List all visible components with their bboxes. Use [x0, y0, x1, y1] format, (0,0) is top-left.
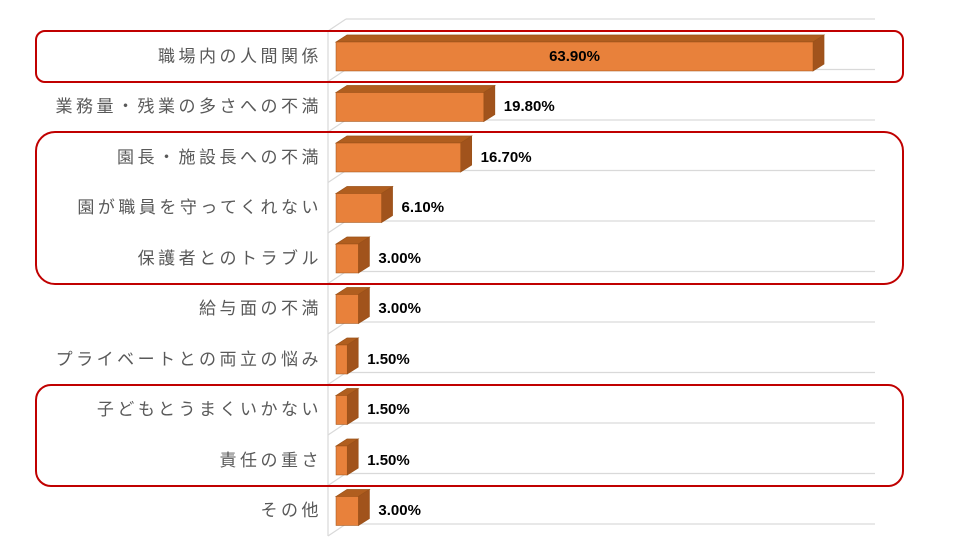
bar-front-face — [335, 294, 359, 324]
bar-group — [334, 84, 497, 123]
row-depth-diagonal — [327, 170, 347, 183]
row-depth-diagonal — [327, 473, 347, 486]
bar-group — [334, 488, 371, 527]
bar-top-face — [334, 34, 826, 43]
bar-top-face — [334, 135, 473, 144]
row-depth-diagonal — [327, 372, 347, 385]
row-depth-diagonal — [327, 321, 347, 335]
row-depth-diagonal — [327, 119, 347, 133]
bar-top-face — [334, 85, 497, 93]
row-depth-diagonal — [327, 220, 347, 234]
bar-front-face — [335, 193, 382, 223]
bar-group — [334, 34, 826, 72]
row-depth-diagonal — [327, 271, 347, 284]
bar-front-face — [335, 344, 348, 375]
bar-front-face — [335, 243, 359, 274]
row-depth-diagonal — [327, 523, 347, 537]
bar-front-face — [335, 142, 461, 173]
bar-front-face — [335, 395, 348, 425]
bar-group — [334, 387, 360, 426]
bar-front-face — [335, 496, 359, 526]
row-depth-diagonal — [327, 69, 347, 82]
bar-group — [334, 185, 394, 224]
bar-group — [334, 135, 473, 173]
row-depth-diagonal — [327, 18, 347, 32]
bar-front-face — [335, 445, 348, 476]
bar-group — [334, 236, 371, 274]
bar-front-face — [335, 41, 814, 72]
bar-group — [334, 438, 360, 476]
bar-group — [334, 286, 371, 325]
bar-front-face — [335, 92, 485, 122]
row-depth-diagonal — [327, 422, 347, 436]
bar-group — [334, 337, 360, 375]
